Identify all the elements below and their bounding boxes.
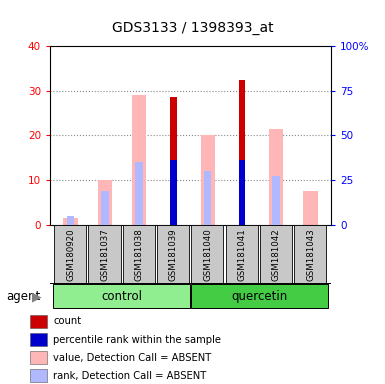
Bar — [269, 129, 283, 225]
Bar — [201, 136, 215, 225]
Bar — [30, 315, 47, 328]
Bar — [123, 225, 155, 284]
Bar — [157, 225, 189, 284]
Bar — [239, 79, 245, 225]
Bar — [98, 180, 112, 225]
Bar — [30, 351, 47, 364]
Text: rank, Detection Call = ABSENT: rank, Detection Call = ABSENT — [53, 371, 206, 381]
Bar — [191, 284, 328, 308]
Bar — [30, 369, 47, 382]
Bar — [54, 225, 86, 284]
Bar — [89, 225, 121, 284]
Text: quercetin: quercetin — [231, 290, 287, 303]
Text: agent: agent — [6, 290, 40, 303]
Text: value, Detection Call = ABSENT: value, Detection Call = ABSENT — [53, 353, 211, 363]
Bar — [136, 162, 143, 225]
Bar — [64, 218, 78, 225]
Bar — [226, 225, 258, 284]
Text: GDS3133 / 1398393_at: GDS3133 / 1398393_at — [112, 21, 273, 35]
Text: GSM181037: GSM181037 — [100, 228, 109, 281]
Bar — [204, 171, 211, 225]
Text: GSM180920: GSM180920 — [66, 228, 75, 281]
Text: GSM181039: GSM181039 — [169, 228, 178, 281]
Text: percentile rank within the sample: percentile rank within the sample — [53, 334, 221, 344]
Bar — [101, 191, 109, 225]
Bar — [303, 191, 318, 225]
Bar — [170, 160, 177, 225]
Text: GSM181041: GSM181041 — [238, 228, 246, 281]
Bar — [170, 98, 177, 225]
Bar — [294, 225, 326, 284]
Bar — [67, 216, 74, 225]
Text: control: control — [101, 290, 142, 303]
Bar — [30, 333, 47, 346]
Text: GSM181042: GSM181042 — [272, 228, 281, 281]
Text: ▶: ▶ — [32, 290, 41, 303]
Text: GSM181038: GSM181038 — [135, 228, 144, 281]
Bar — [132, 95, 146, 225]
Bar — [54, 284, 190, 308]
Bar — [191, 225, 223, 284]
Bar — [273, 175, 280, 225]
Text: GSM181043: GSM181043 — [306, 228, 315, 281]
Bar — [239, 160, 245, 225]
Text: GSM181040: GSM181040 — [203, 228, 212, 281]
Bar — [260, 225, 292, 284]
Text: count: count — [53, 316, 81, 326]
